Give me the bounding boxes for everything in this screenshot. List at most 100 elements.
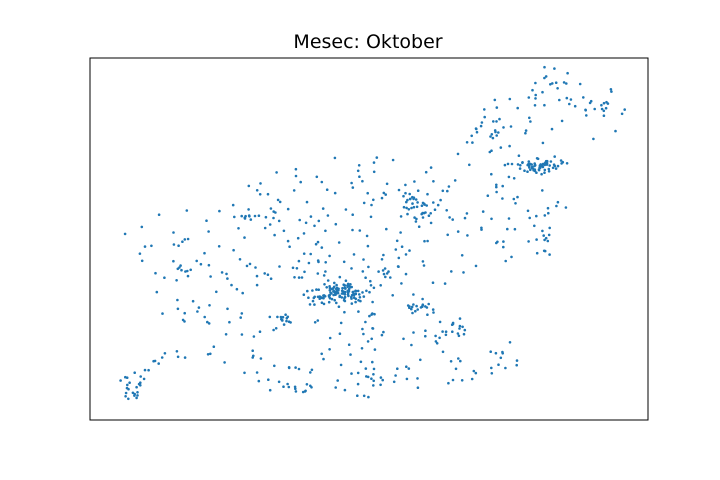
scatter-point [585, 114, 588, 117]
scatter-point [506, 227, 509, 231]
scatter-point [286, 207, 290, 211]
scatter-point [372, 384, 375, 387]
scatter-point [371, 327, 374, 330]
scatter-point [526, 170, 529, 173]
scatter-point [314, 242, 318, 246]
scatter-point [293, 385, 297, 389]
scatter-point [507, 217, 511, 220]
scatter-point [429, 166, 433, 169]
scatter-point [380, 196, 384, 200]
scatter-point [508, 341, 512, 344]
scatter-point [196, 310, 199, 313]
scatter-point [402, 205, 406, 209]
scatter-point [175, 279, 178, 282]
scatter-point [606, 102, 610, 105]
scatter-point [276, 198, 280, 202]
scatter-point [303, 390, 307, 393]
scatter-point [408, 197, 412, 201]
scatter-point [306, 289, 309, 293]
scatter-point [400, 282, 403, 285]
scatter-point [209, 352, 212, 356]
scatter-point [293, 276, 296, 279]
scatter-point [303, 270, 306, 274]
scatter-point [480, 121, 484, 124]
scatter-point [294, 174, 298, 178]
scatter-point [362, 332, 365, 336]
scatter-point [444, 330, 448, 334]
scatter-point [481, 210, 485, 213]
scatter-point [535, 214, 538, 218]
scatter-point [549, 83, 552, 86]
scatter-point [277, 380, 281, 384]
scatter-point [382, 191, 386, 195]
scatter-point [546, 206, 550, 210]
scatter-point [436, 203, 440, 207]
scatter-point [243, 371, 246, 375]
scatter-point [497, 131, 500, 134]
scatter-point [304, 221, 308, 225]
scatter-point [359, 299, 362, 303]
scatter-point [302, 232, 306, 235]
scatter-point [515, 359, 519, 362]
scatter-point [416, 308, 420, 311]
scatter-point [458, 324, 462, 328]
plot-area-frame [89, 57, 649, 421]
scatter-point [269, 277, 273, 281]
scatter-point [446, 233, 450, 237]
scatter-point [316, 319, 320, 322]
scatter-point [338, 295, 341, 299]
scatter-point [541, 163, 544, 167]
scatter-point [377, 270, 380, 273]
scatter-point [490, 172, 493, 176]
scatter-point [297, 367, 301, 371]
scatter-point [127, 397, 130, 401]
scatter-point [255, 283, 259, 287]
scatter-point [297, 259, 301, 263]
scatter-point [315, 288, 318, 291]
scatter-point [410, 307, 413, 311]
scatter-point [417, 225, 421, 228]
scatter-point [551, 166, 555, 170]
scatter-point [432, 201, 435, 204]
scatter-point [547, 233, 551, 237]
scatter-point [480, 228, 483, 231]
scatter-point [358, 175, 361, 178]
scatter-point [449, 360, 453, 363]
scatter-point [359, 360, 363, 364]
scatter-point [341, 286, 344, 290]
scatter-point [420, 204, 424, 207]
scatter-point [322, 294, 326, 297]
scatter-point [439, 198, 442, 202]
scatter-point [365, 375, 368, 378]
scatter-point [527, 160, 531, 163]
scatter-point [424, 211, 427, 214]
scatter-point [541, 229, 544, 233]
scatter-point [324, 261, 328, 264]
scatter-point [433, 208, 437, 211]
scatter-point [542, 249, 546, 253]
scatter-point [441, 189, 445, 193]
scatter-point [356, 289, 360, 293]
scatter-point [354, 292, 358, 296]
scatter-point [543, 168, 547, 172]
scatter-point [206, 353, 210, 356]
scatter-point [450, 270, 453, 273]
scatter-point [346, 282, 350, 286]
scatter-point [541, 141, 545, 145]
scatter-point [406, 212, 409, 216]
scatter-point [542, 234, 545, 237]
scatter-point [369, 215, 373, 219]
scatter-point [183, 320, 186, 323]
scatter-point [488, 150, 492, 154]
scatter-point [337, 305, 341, 309]
scatter-point [334, 292, 337, 295]
scatter-point [207, 263, 211, 267]
scatter-point [559, 159, 563, 162]
scatter-point [458, 327, 461, 330]
scatter-point [438, 336, 441, 340]
scatter-point [215, 290, 218, 294]
scatter-point [434, 340, 438, 343]
scatter-point [543, 103, 546, 107]
scatter-point [310, 386, 313, 389]
scatter-point [259, 357, 263, 360]
